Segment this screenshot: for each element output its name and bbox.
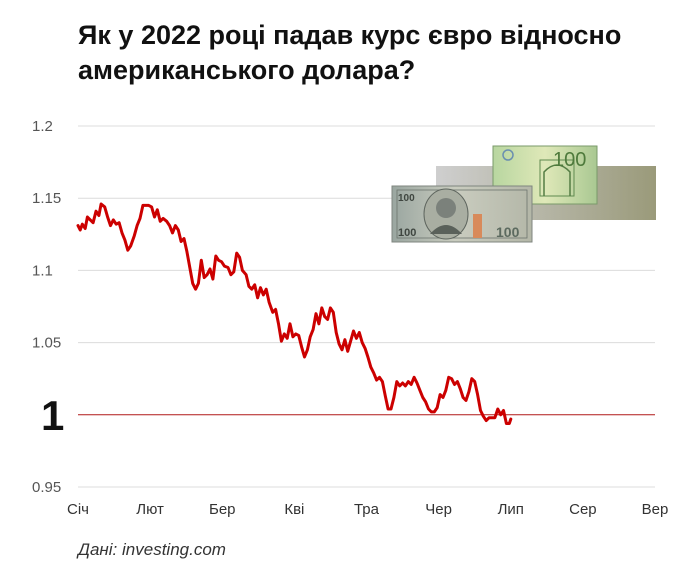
x-tick-label: Чер (425, 501, 452, 518)
euro-banknote-window (539, 159, 575, 197)
dollar-ribbon (473, 214, 482, 238)
x-axis-tick-labels: Січ Лют Бер Кві Тра Чер Лип Сер Вер (67, 501, 668, 518)
x-tick-label: Тра (354, 501, 380, 518)
y-tick-label: 1.2 (32, 118, 53, 135)
y-tick-label: 1.15 (32, 190, 61, 207)
dollar-portrait-shoulders (430, 225, 462, 234)
banknotes-illustration: 100 100 100 100 100 (391, 145, 656, 243)
y-axis-tick-labels: 1.2 1.15 1.1 1.05 1 0.95 (32, 118, 64, 496)
x-tick-label: Вер (642, 501, 669, 518)
chart-title: Як у 2022 році падав курс євро відносно … (78, 20, 622, 85)
x-tick-label: Кві (284, 501, 304, 518)
x-tick-label: Лют (136, 501, 164, 518)
y-tick-label: 1.05 (32, 335, 61, 352)
dollar-portrait-head (436, 198, 456, 218)
y-tick-label: 1.1 (32, 262, 53, 279)
dollar-denomination-bottom: 100 (398, 227, 416, 239)
euro-banknote-denomination: 100 (553, 149, 586, 171)
dollar-denomination-top: 100 (398, 193, 415, 204)
x-tick-label: Бер (209, 501, 236, 518)
euro-banknote-arch (543, 164, 571, 196)
dollar-denomination-right: 100 (496, 224, 520, 240)
x-tick-label: Лип (498, 501, 524, 518)
x-tick-label: Січ (67, 501, 89, 518)
dollar-banknote-inner-frame (396, 189, 528, 239)
euro-stars-icon (502, 149, 514, 161)
x-tick-label: Сер (569, 501, 597, 518)
eur-usd-series-line (76, 202, 513, 425)
data-source-note: Дані: investing.com (78, 540, 226, 559)
y-tick-label: 0.95 (32, 479, 61, 496)
y-tick-label: 1 (41, 392, 64, 439)
